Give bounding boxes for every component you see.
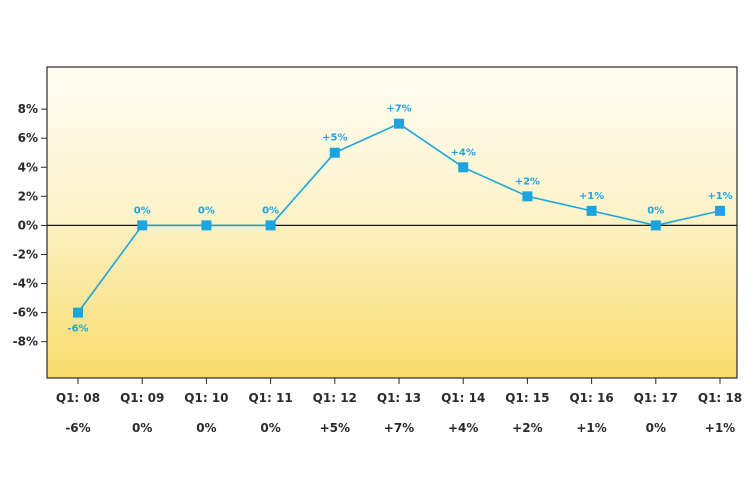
x-axis-labels: Q1: 08 Q1: 09 Q1: 10 Q1: 11 Q1: 12 Q1: 13 Q1: … — [56, 391, 742, 405]
data-point-label: +4% — [451, 147, 476, 158]
x-tick-label: Q1: 08 — [56, 391, 100, 405]
y-tick-label: 6% — [18, 131, 38, 145]
data-point-marker — [137, 220, 148, 231]
data-point-label: 0% — [262, 205, 279, 216]
y-tick-label: -8% — [13, 335, 38, 349]
y-tick-label: 0% — [18, 218, 38, 232]
y-tick-label: 8% — [18, 102, 38, 116]
bottom-value-label: +7% — [384, 421, 414, 435]
data-point-marker — [73, 307, 83, 318]
data-point-label: +5% — [322, 133, 347, 144]
bottom-value-labels: -6% 0% 0% 0% +5% +7% +4% +2% +1% 0% +1% — [65, 421, 735, 435]
bottom-value-label: 0% — [132, 421, 152, 435]
data-labels: -6% 0% 0% 0% +5% +7% +4% +2% +1% 0% +1% — [67, 104, 732, 335]
bottom-value-label: +5% — [320, 421, 350, 435]
bottom-value-label: 0% — [196, 421, 216, 435]
x-tick-label: Q1: 16 — [569, 391, 613, 405]
data-point-marker — [394, 118, 404, 129]
y-tick-label: -4% — [13, 277, 38, 291]
bottom-value-label: +4% — [448, 421, 478, 435]
data-point-label: +7% — [386, 104, 411, 115]
y-tick-label: 4% — [18, 160, 38, 174]
y-axis-ticks: 8% 6% 4% 2% 0% -2% -4% -6% -8% — [13, 102, 47, 349]
bottom-value-label: -6% — [65, 421, 90, 435]
data-point-marker — [201, 220, 212, 231]
x-axis-ticks — [77, 378, 721, 384]
data-point-label: +1% — [579, 191, 604, 202]
x-tick-label: Q1: 12 — [313, 391, 357, 405]
data-point-marker — [458, 162, 469, 173]
data-point-marker — [522, 191, 533, 202]
data-markers — [73, 118, 725, 318]
data-point-marker — [650, 220, 661, 231]
data-point-marker — [329, 147, 340, 158]
x-tick-label: Q1: 13 — [377, 391, 421, 405]
x-tick-label: Q1: 11 — [248, 391, 292, 405]
data-point-label: 0% — [134, 205, 151, 216]
plot-area — [46, 66, 738, 379]
x-tick-label: Q1: 18 — [698, 391, 742, 405]
data-point-label: 0% — [647, 205, 664, 216]
data-point-label: 0% — [198, 205, 215, 216]
bottom-value-label: 0% — [646, 421, 666, 435]
data-point-label: +2% — [515, 176, 540, 187]
data-point-label: -6% — [67, 324, 88, 335]
data-point-marker — [586, 205, 597, 216]
bottom-value-label: +1% — [705, 421, 735, 435]
bottom-value-label: +2% — [512, 421, 542, 435]
bottom-value-label: +1% — [576, 421, 606, 435]
x-tick-label: Q1: 15 — [505, 391, 549, 405]
x-tick-label: Q1: 10 — [184, 391, 228, 405]
data-point-marker — [265, 220, 276, 231]
x-tick-label: Q1: 17 — [634, 391, 678, 405]
y-tick-label: 2% — [18, 189, 38, 203]
data-point-marker — [715, 205, 725, 216]
data-point-label: +1% — [707, 191, 732, 202]
x-tick-label: Q1: 09 — [120, 391, 164, 405]
y-tick-label: -2% — [13, 247, 38, 261]
bottom-value-label: 0% — [260, 421, 280, 435]
x-tick-label: Q1: 14 — [441, 391, 485, 405]
y-tick-label: -6% — [13, 306, 38, 320]
